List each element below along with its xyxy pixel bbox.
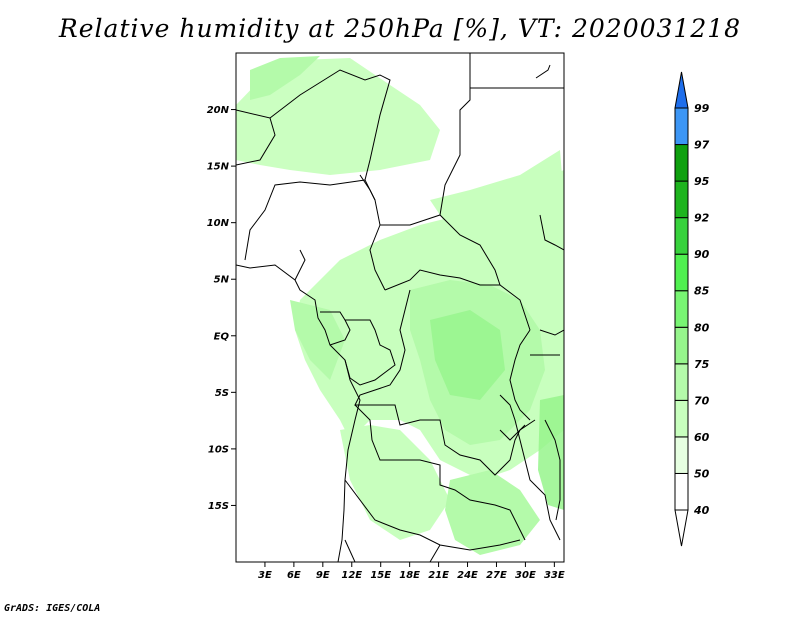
map-frame <box>235 52 565 563</box>
colorbar-label: 99 <box>694 102 710 115</box>
lat-tick-label: 10N <box>207 218 230 229</box>
lon-tick-label: 24E <box>457 570 478 581</box>
border-line-19 <box>544 419 561 521</box>
border-line-11 <box>509 329 531 421</box>
border-line-13 <box>344 479 521 551</box>
colorbar-segment <box>674 253 689 292</box>
colorbar-segment <box>674 107 689 146</box>
lon-tick-label: 9E <box>316 570 330 581</box>
colorbar-label: 50 <box>694 467 710 480</box>
border-line-14 <box>344 539 356 562</box>
border-line-22 <box>535 64 551 79</box>
lon-tick-label: 30E <box>515 570 536 581</box>
colorbar-label: 92 <box>694 212 710 225</box>
colorbar-label: 90 <box>694 248 710 261</box>
border-line-4 <box>380 214 501 286</box>
lat-tick-label: 20N <box>207 105 230 116</box>
colorbar-segment <box>674 326 689 365</box>
colorbar-segment <box>674 217 689 255</box>
humidity-region-northeast <box>430 150 564 245</box>
border-line-9 <box>329 319 351 346</box>
colorbar-segment <box>674 363 689 401</box>
border-line-10 <box>354 289 536 476</box>
border-line-21 <box>539 214 564 251</box>
humidity-region-southwest <box>340 425 450 540</box>
lat-tick-label: 15N <box>207 162 230 173</box>
colorbar-label: 40 <box>693 504 710 517</box>
lat-tick-label: 5N <box>214 275 230 286</box>
longitude-axis: 3E 6E 9E 12E 15E 18E 21E 24E 27E 30E 33E <box>258 562 565 581</box>
border-line-5 <box>439 53 471 216</box>
lat-tick-label: 15S <box>208 501 229 512</box>
colorbar-label: 95 <box>694 175 710 188</box>
country-borders <box>236 53 564 562</box>
border-line-23 <box>359 174 376 201</box>
border-line-12 <box>354 404 526 541</box>
colorbar-label: 85 <box>694 285 710 298</box>
colorbar-segment <box>674 436 689 474</box>
border-line-15 <box>429 544 441 562</box>
border-line-18 <box>499 394 561 541</box>
lon-tick-label: 27E <box>486 570 507 581</box>
humidity-region-sahel <box>236 58 440 175</box>
lon-tick-label: 3E <box>258 570 272 581</box>
colorbar-segment <box>674 472 689 511</box>
border-line-3 <box>244 179 366 261</box>
map-title: Relative humidity at 250hPa [%], VT: 202… <box>58 14 742 43</box>
colorbar-label: 60 <box>694 431 710 444</box>
colorbar-segment <box>674 144 689 182</box>
coastline <box>236 264 361 562</box>
credit-label: GrADS: IGES/COLA <box>4 603 101 614</box>
border-line-7 <box>384 269 531 331</box>
colorbar: 40 50 60 70 75 80 85 90 92 95 97 99 <box>674 71 710 547</box>
lat-tick-label: EQ <box>214 331 230 342</box>
colorbar-label: 80 <box>694 321 710 334</box>
lon-tick-label: 6E <box>287 570 301 581</box>
border-line-24 <box>294 249 306 281</box>
border-line-20 <box>499 424 526 441</box>
lon-tick-label: 12E <box>341 570 362 581</box>
lon-tick-label: 15E <box>370 570 391 581</box>
colorbar-segment <box>674 399 689 438</box>
colorbar-bottom-arrow <box>674 509 689 547</box>
humidity-field <box>236 56 564 555</box>
humidity-region-east-rift <box>538 395 564 510</box>
colorbar-label: 70 <box>694 394 710 407</box>
colorbar-top-arrow <box>674 71 689 109</box>
lat-tick-label: 10S <box>208 444 229 455</box>
lat-tick-label: 5S <box>215 388 229 399</box>
lon-tick-label: 21E <box>428 570 449 581</box>
humidity-region-west-coast <box>290 300 345 380</box>
colorbar-segment <box>674 290 689 328</box>
border-line-2 <box>236 117 276 166</box>
colorbar-label: 75 <box>694 358 710 371</box>
border-line-16 <box>539 329 564 336</box>
humidity-region-patches <box>430 310 505 400</box>
lon-tick-label: 33E <box>544 570 565 581</box>
humidity-region-north-band <box>250 56 320 100</box>
colorbar-segment <box>674 180 689 219</box>
colorbar-label: 97 <box>694 139 710 152</box>
border-line-1 <box>236 69 391 291</box>
humidity-region-southeast <box>445 470 540 555</box>
border-line-8 <box>320 311 396 386</box>
lon-tick-label: 18E <box>399 570 420 581</box>
latitude-axis: 20N 15N 10N 5N EQ 5S 10S 15S <box>207 105 236 512</box>
